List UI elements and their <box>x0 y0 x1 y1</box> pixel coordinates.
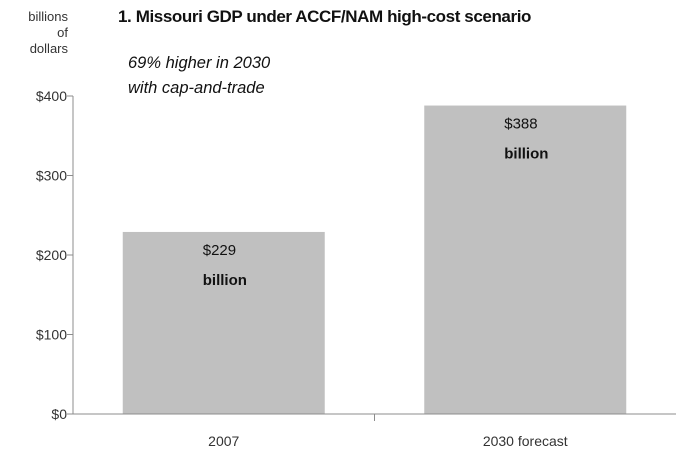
chart-annotation: 69% higher in 2030 with cap-and-trade <box>128 51 270 101</box>
data-label: $229 <box>203 242 236 259</box>
bar <box>122 231 325 414</box>
annotation-line: with cap-and-trade <box>128 79 265 97</box>
y-tick-label: $0 <box>51 406 67 422</box>
annotation-line: 69% higher in 2030 <box>128 54 271 72</box>
chart-title: 1. Missouri GDP under ACCF/NAM high-cost… <box>118 7 532 26</box>
y-axis-label-line: dollars <box>29 41 68 56</box>
bar <box>424 105 627 414</box>
x-tick-label: 2007 <box>208 433 239 449</box>
y-tick-label: $300 <box>36 168 67 184</box>
x-tick-label: 2030 forecast <box>483 433 568 449</box>
y-axis-label-line: billions <box>28 9 68 24</box>
y-tick-label: $400 <box>36 88 67 104</box>
y-axis-label-line: of <box>57 25 68 40</box>
y-tick-label: $100 <box>36 327 67 343</box>
y-axis-label: billions of dollars <box>2 9 68 57</box>
data-label: billion <box>203 272 247 289</box>
data-label: $388 <box>504 116 537 133</box>
data-label: billion <box>504 146 548 163</box>
y-tick-label: $200 <box>36 247 67 263</box>
